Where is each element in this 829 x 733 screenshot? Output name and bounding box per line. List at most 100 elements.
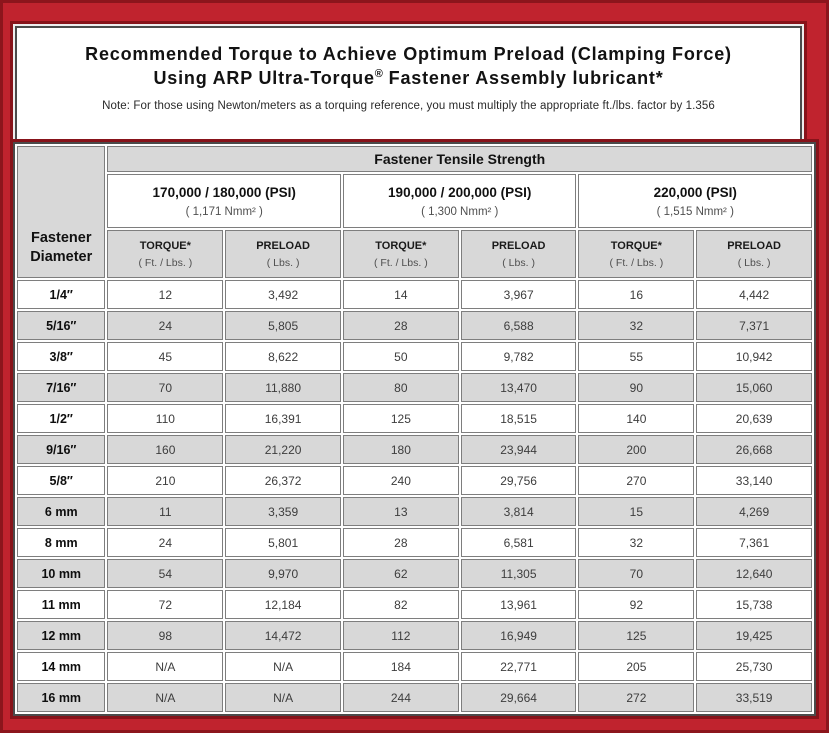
fastener-diameter-header: Fastener Diameter: [17, 146, 106, 278]
fastener-diameter-cell: 8 mm: [17, 528, 106, 557]
torque-value-cell: 32: [578, 311, 695, 340]
preload-value-cell: N/A: [225, 683, 341, 712]
torque-value-cell: 140: [578, 404, 695, 433]
title-line-2-prefix: Using ARP Ultra-Torque: [153, 68, 375, 89]
preload-value-cell: 26,668: [696, 435, 812, 464]
preload-value-cell: 7,371: [696, 311, 812, 340]
newton-meters-note: Note: For those using Newton/meters as a…: [102, 99, 715, 112]
preload-column-header: PRELOAD ( Lbs. ): [460, 230, 577, 278]
torque-value-cell: 24: [107, 311, 224, 340]
preload-value-cell: 10,942: [696, 342, 812, 371]
registered-trademark-symbol: ®: [374, 68, 383, 81]
torque-value-cell: 70: [578, 559, 695, 588]
torque-value-cell: 82: [342, 590, 459, 619]
preload-column-header: PRELOAD ( Lbs. ): [225, 230, 341, 278]
torque-value-cell: 28: [342, 311, 459, 340]
torque-value-cell: 70: [107, 373, 224, 402]
torque-value-cell: 244: [342, 683, 459, 712]
torque-value-cell: 16: [578, 280, 695, 309]
title-line-1: Recommended Torque to Achieve Optimum Pr…: [85, 44, 732, 64]
torque-value-cell: 200: [578, 435, 695, 464]
torque-label: TORQUE*: [610, 239, 662, 252]
preload-value-cell: 15,060: [696, 373, 812, 402]
fastener-diameter-cell: 10 mm: [17, 559, 106, 588]
preload-unit: ( Lbs. ): [266, 256, 300, 269]
corner-header-line1: Fastener: [31, 230, 92, 247]
torque-value-cell: 272: [578, 683, 695, 712]
preload-value-cell: 11,880: [225, 373, 341, 402]
preload-value-cell: 9,970: [225, 559, 341, 588]
preload-label: PRELOAD: [256, 239, 310, 252]
preload-value-cell: 6,581: [460, 528, 577, 557]
preload-unit: ( Lbs. ): [502, 256, 535, 269]
title-card: Recommended Torque to Achieve Optimum Pr…: [15, 26, 802, 142]
preload-value-cell: 13,961: [460, 590, 577, 619]
preload-value-cell: 12,640: [696, 559, 812, 588]
torque-value-cell: N/A: [107, 652, 224, 681]
fastener-diameter-cell: 16 mm: [17, 683, 106, 712]
preload-value-cell: 33,140: [696, 466, 812, 495]
torque-value-cell: 240: [342, 466, 459, 495]
preload-value-cell: 3,492: [225, 280, 341, 309]
fastener-diameter-cell: 5/16″: [17, 311, 106, 340]
torque-value-cell: 24: [107, 528, 224, 557]
preload-value-cell: 21,220: [225, 435, 341, 464]
preload-value-cell: 9,782: [460, 342, 577, 371]
torque-unit: ( Ft. / Lbs. ): [138, 256, 193, 269]
torque-value-cell: 55: [578, 342, 695, 371]
torque-value-cell: 112: [342, 621, 459, 650]
table-row: 5/8″ 210 26,372 240 29,756 270 33,140: [17, 466, 812, 495]
table-row: 3/8″ 45 8,622 50 9,782 55 10,942: [17, 342, 812, 371]
preload-value-cell: 6,588: [460, 311, 577, 340]
torque-preload-table: Fastener Diameter Fastener Tensile Stren…: [13, 142, 816, 716]
psi-header-row: 170,000 / 180,000 (PSI) ( 1,171 Nmm² ) 1…: [17, 174, 812, 228]
preload-value-cell: 3,967: [460, 280, 577, 309]
torque-value-cell: 13: [342, 497, 459, 526]
fastener-diameter-cell: 7/16″: [17, 373, 106, 402]
table-row: 11 mm 72 12,184 82 13,961 92 15,738: [17, 590, 812, 619]
preload-value-cell: 14,472: [225, 621, 341, 650]
preload-label: PRELOAD: [491, 239, 546, 252]
title-line-2-suffix: Fastener Assembly lubricant*: [382, 68, 664, 89]
preload-column-header: PRELOAD ( Lbs. ): [696, 230, 812, 278]
nmm2-label: ( 1,515 Nmm² ): [656, 205, 734, 218]
table-row: 14 mm N/A N/A 184 22,771 205 25,730: [17, 652, 812, 681]
torque-value-cell: 98: [107, 621, 224, 650]
table-body: 1/4″ 12 3,492 14 3,967 16 4,442 5/16″ 24 5,805 28 6…: [17, 280, 812, 712]
torque-value-cell: 180: [342, 435, 459, 464]
psi-label: 190,000 / 200,000 (PSI): [388, 184, 532, 200]
torque-value-cell: 15: [578, 497, 695, 526]
preload-value-cell: 12,184: [225, 590, 341, 619]
table-row: 7/16″ 70 11,880 80 13,470 90 15,060: [17, 373, 812, 402]
torque-value-cell: 110: [107, 404, 224, 433]
table-row: 6 mm 11 3,359 13 3,814 15 4,269: [17, 497, 812, 526]
preload-label: PRELOAD: [727, 239, 781, 252]
torque-label: TORQUE*: [375, 239, 427, 252]
table-row: 10 mm 54 9,970 62 11,305 70 12,640: [17, 559, 812, 588]
page-title: Recommended Torque to Achieve Optimum Pr…: [27, 42, 790, 91]
torque-label: TORQUE*: [139, 239, 191, 252]
torque-value-cell: 270: [578, 466, 695, 495]
preload-value-cell: 5,805: [225, 311, 341, 340]
preload-value-cell: N/A: [225, 652, 341, 681]
torque-value-cell: N/A: [107, 683, 224, 712]
preload-value-cell: 33,519: [696, 683, 812, 712]
torque-value-cell: 210: [107, 466, 224, 495]
preload-value-cell: 22,771: [460, 652, 577, 681]
nmm2-label: ( 1,300 Nmm² ): [421, 205, 499, 218]
torque-column-header: TORQUE* ( Ft. / Lbs. ): [107, 230, 224, 278]
fastener-diameter-cell: 6 mm: [17, 497, 106, 526]
preload-value-cell: 20,639: [696, 404, 812, 433]
table-row: 1/4″ 12 3,492 14 3,967 16 4,442: [17, 280, 812, 309]
torque-value-cell: 125: [342, 404, 459, 433]
corner-header-line2: Diameter: [30, 249, 93, 266]
torque-value-cell: 125: [578, 621, 695, 650]
preload-value-cell: 16,949: [460, 621, 577, 650]
psi-label: 170,000 / 180,000 (PSI): [152, 184, 296, 200]
group-header-row: Fastener Diameter Fastener Tensile Stren…: [17, 146, 812, 278]
torque-value-cell: 14: [342, 280, 459, 309]
table-row: 12 mm 98 14,472 112 16,949 125 19,425: [17, 621, 812, 650]
torque-value-cell: 205: [578, 652, 695, 681]
sub-header-row: TORQUE* ( Ft. / Lbs. ) PRELOAD ( Lbs. ) …: [17, 230, 812, 278]
